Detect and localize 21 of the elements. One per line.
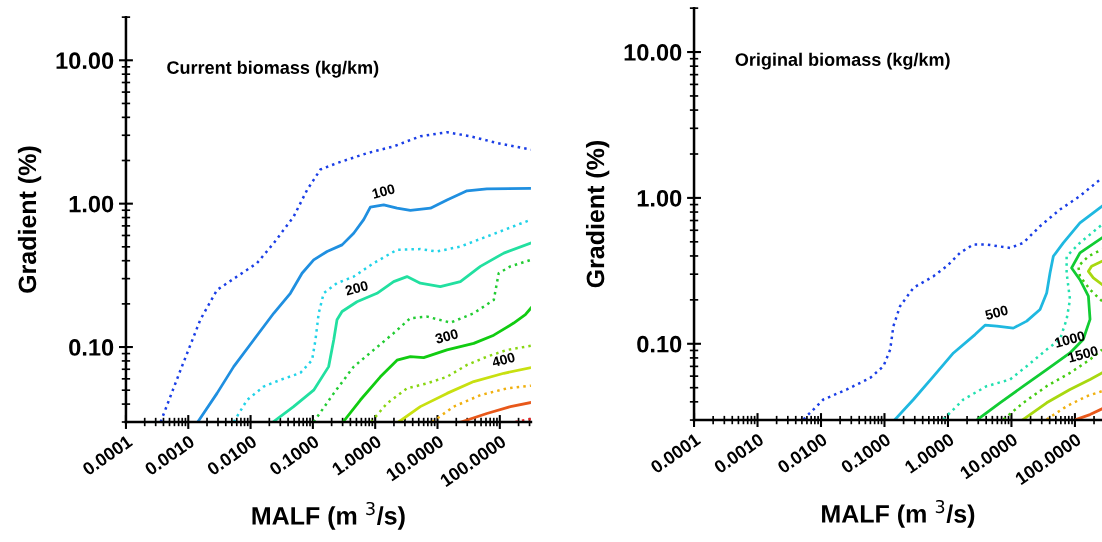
- y-tick-label: 10.00: [56, 52, 114, 70]
- line-series: [1045, 389, 1102, 421]
- y-tick-label: 0.10: [69, 339, 114, 356]
- text: Current biomass (kg/km): [167, 60, 379, 78]
- y-axis-title: Gradient (%): [17, 146, 42, 293]
- annotation: 1000: [1054, 330, 1086, 348]
- text: Original biomass (kg/km): [735, 52, 950, 70]
- line-series: [459, 401, 531, 422]
- annotation: 200: [344, 280, 369, 296]
- y-tick-label: 1.00: [69, 195, 114, 213]
- y-tick-label: 1.00: [637, 189, 682, 207]
- y-axis-title: Gradient (%): [585, 141, 610, 288]
- annotation: 100: [371, 183, 396, 199]
- x-axis-title: MALF (m $^{3}$/s): [822, 499, 975, 528]
- annotation: 500: [984, 304, 1009, 321]
- x-axis-title: MALF (m $^{3}$/s): [252, 501, 405, 530]
- y-tick-label: 0.10: [637, 335, 682, 353]
- y-tick-label: 10.00: [624, 44, 682, 61]
- annotation: 300: [434, 328, 459, 344]
- annotation: 400: [491, 352, 516, 368]
- annotation: 1500: [1067, 345, 1099, 363]
